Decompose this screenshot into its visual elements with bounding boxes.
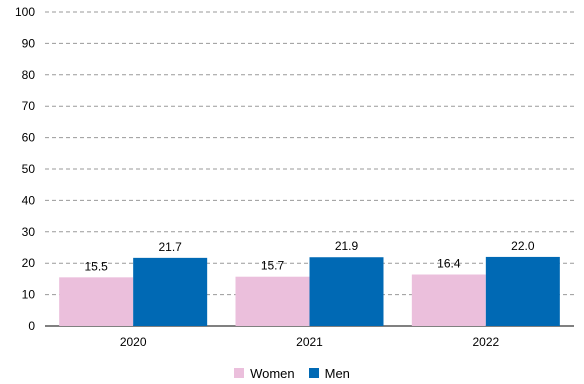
x-tick-label: 2022 [472,335,499,349]
bar-women-2020 [59,277,134,326]
legend-swatch-women [234,368,245,378]
y-axis-ticks: 0 10 20 30 40 50 60 70 80 90 100 [15,5,35,333]
y-tick-label: 70 [22,99,36,113]
bar-men-2022 [485,256,560,326]
y-tick-label: 60 [22,131,36,145]
bar-women-2022 [411,274,486,326]
y-tick-label: 40 [22,193,36,207]
y-tick-label: 0 [28,319,35,333]
y-tick-label: 90 [22,36,36,50]
x-tick-label: 2020 [120,335,147,349]
bar-women-2021 [235,276,310,326]
data-labels: 15.5 21.7 15.7 21.9 16.4 22.0 [84,239,534,273]
legend-swatch-men [308,368,319,378]
legend-item-men: Men [308,365,350,381]
y-tick-label: 10 [22,288,36,302]
x-axis-ticks: 2020 2021 2022 [120,335,500,349]
legend: Women Men [0,363,584,383]
y-tick-label: 80 [22,68,36,82]
data-label-women-2020: 15.5 [84,259,108,273]
bar-men-2021 [309,257,384,326]
y-tick-label: 20 [22,256,36,270]
data-label-women-2021: 15.7 [261,259,285,273]
y-tick-label: 30 [22,225,36,239]
legend-label-men: Men [324,365,350,381]
x-tick-label: 2021 [296,335,323,349]
data-label-men-2020: 21.7 [158,240,182,254]
bars [59,256,560,326]
legend-item-women: Women [234,366,295,381]
data-label-men-2022: 22.0 [511,239,535,253]
y-tick-label: 100 [15,5,35,19]
data-label-men-2021: 21.9 [335,239,359,253]
legend-label-women: Women [250,365,295,381]
data-label-women-2022: 16.4 [437,257,461,271]
bar-men-2020 [133,257,208,326]
y-tick-label: 50 [22,162,36,176]
